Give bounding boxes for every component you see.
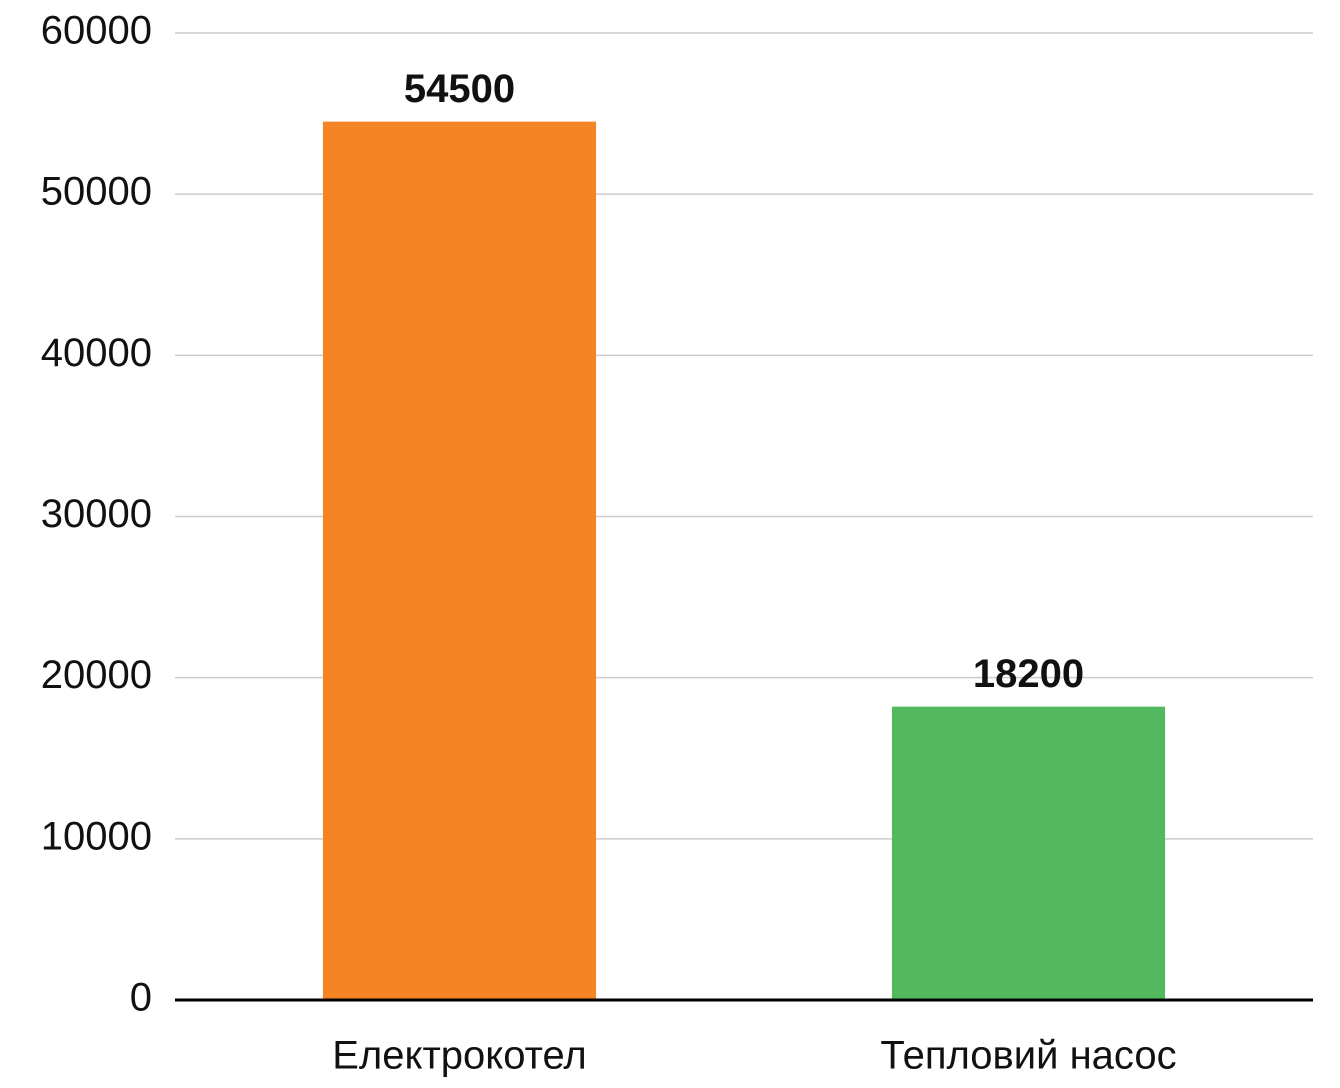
y-tick-label: 30000 [41, 492, 152, 536]
y-tick-label: 0 [130, 976, 152, 1020]
bar [891, 706, 1166, 1000]
value-label: 54500 [404, 67, 515, 111]
value-label: 18200 [973, 652, 1084, 696]
y-tick-label: 60000 [41, 9, 152, 53]
y-tick-label: 50000 [41, 170, 152, 214]
x-tick-label: Електрокотел [332, 1034, 586, 1078]
y-tick-label: 20000 [41, 653, 152, 697]
bar [322, 121, 597, 1001]
x-tick-label: Тепловий насос [880, 1034, 1176, 1078]
y-tick-label: 40000 [41, 331, 152, 375]
y-tick-label: 10000 [41, 814, 152, 858]
